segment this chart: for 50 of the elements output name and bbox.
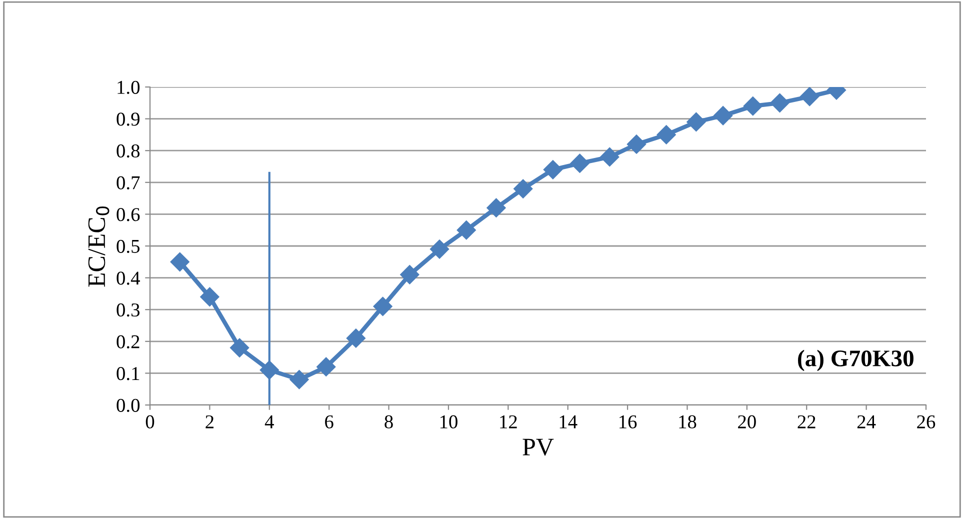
x-tick-label: 20 [738, 415, 756, 428]
point [600, 147, 620, 166]
point [656, 125, 676, 144]
point [316, 357, 336, 376]
y-tick-label: 0.8 [116, 144, 140, 158]
y-tick-label: 0.2 [116, 335, 140, 348]
point [686, 112, 706, 132]
point [486, 198, 506, 218]
point [770, 93, 790, 112]
x-tick-label: 24 [857, 415, 876, 428]
y-tick-label: 1.0 [118, 80, 140, 94]
point [543, 160, 562, 180]
y-tick-label: 0.7 [116, 176, 140, 190]
x-axis-title: PV [522, 438, 554, 456]
x-tick-label: 4 [264, 415, 274, 428]
x-tick-label: 6 [325, 415, 334, 428]
point [430, 240, 450, 259]
x-tick-label: 0 [146, 415, 154, 428]
y-tick-label: 0.6 [116, 208, 140, 222]
x-tick-label: 2 [206, 415, 214, 428]
point [743, 96, 762, 116]
y-tick-label: 0.9 [116, 112, 140, 126]
point [570, 154, 590, 173]
y-tick-label: 0.4 [116, 272, 140, 285]
point [373, 296, 392, 316]
x-tick-label: 26 [917, 415, 936, 428]
x-tick-label: 8 [384, 415, 393, 428]
y-tick-label: 0.3 [116, 303, 140, 317]
point [290, 370, 309, 390]
y-tick-label: 0.5 [116, 240, 140, 254]
point [230, 338, 250, 358]
x-tick-label: 12 [500, 415, 517, 428]
x-tick-label: 16 [620, 415, 637, 428]
x-tick-label: 14 [560, 415, 578, 428]
annotation: (a) G70K30 [798, 350, 914, 372]
y-tick-label: 0.0 [116, 398, 140, 412]
x-tick-label: 10 [440, 415, 458, 428]
y-axis-title: EC/EC$_{0}$ [88, 206, 110, 287]
x-tick-label: 18 [679, 415, 696, 428]
point [400, 265, 420, 284]
point [714, 106, 733, 126]
point [200, 287, 220, 306]
point [346, 328, 366, 348]
point [456, 220, 476, 240]
point [514, 179, 533, 198]
y-tick-label: 0.1 [116, 367, 140, 380]
point [800, 87, 820, 106]
x-tick-label: 22 [798, 415, 816, 428]
point [170, 252, 190, 272]
point [626, 134, 646, 154]
